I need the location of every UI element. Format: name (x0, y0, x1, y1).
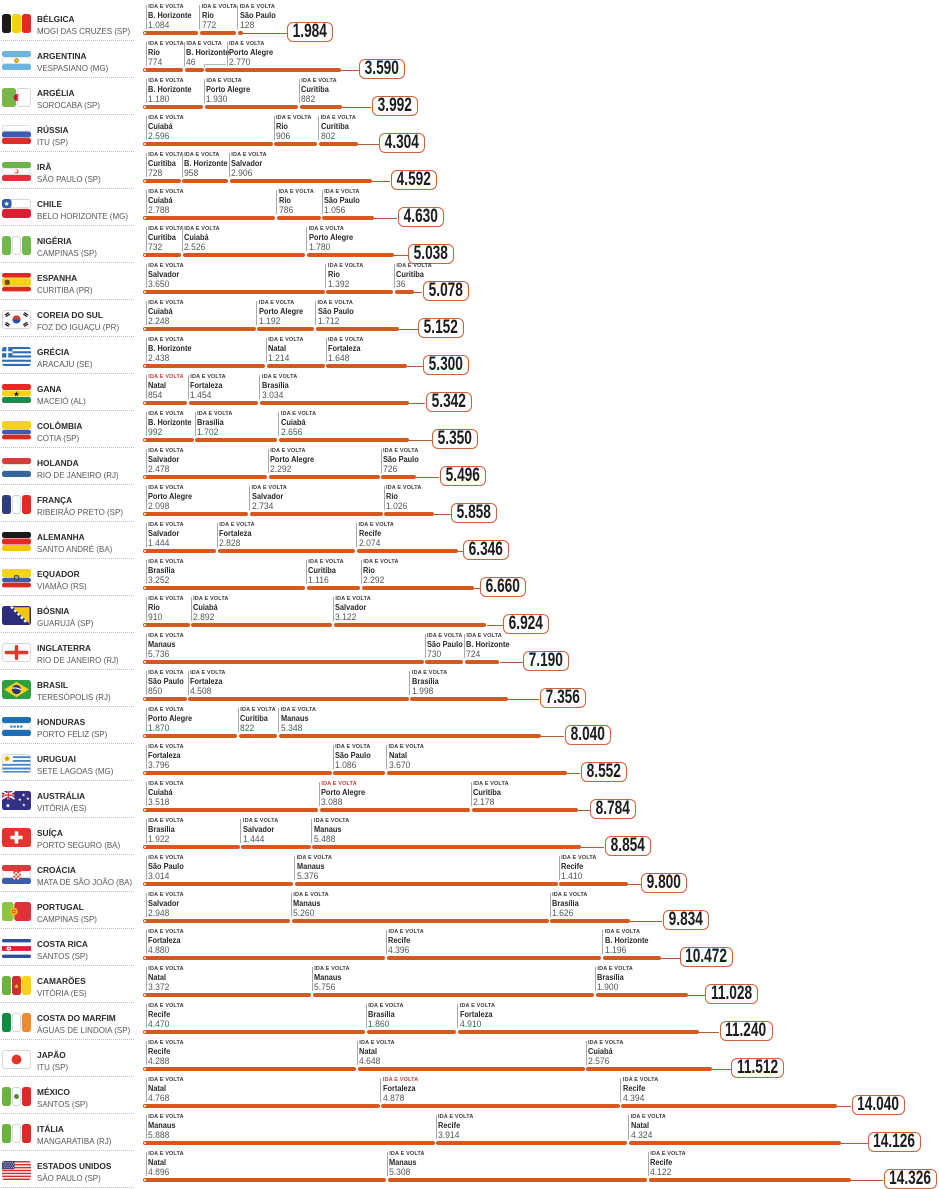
svg-text:★: ★ (17, 797, 21, 802)
svg-text:★: ★ (3, 200, 9, 208)
svg-text:★: ★ (5, 802, 10, 809)
svg-text:★: ★ (13, 389, 20, 398)
svg-text:★: ★ (21, 792, 25, 797)
svg-text:★: ★ (21, 802, 25, 807)
svg-text:★: ★ (13, 982, 19, 990)
svg-text:★: ★ (25, 796, 29, 801)
